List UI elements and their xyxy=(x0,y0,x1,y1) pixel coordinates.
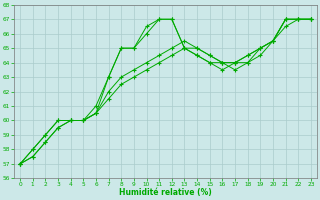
X-axis label: Humidité relative (%): Humidité relative (%) xyxy=(119,188,212,197)
